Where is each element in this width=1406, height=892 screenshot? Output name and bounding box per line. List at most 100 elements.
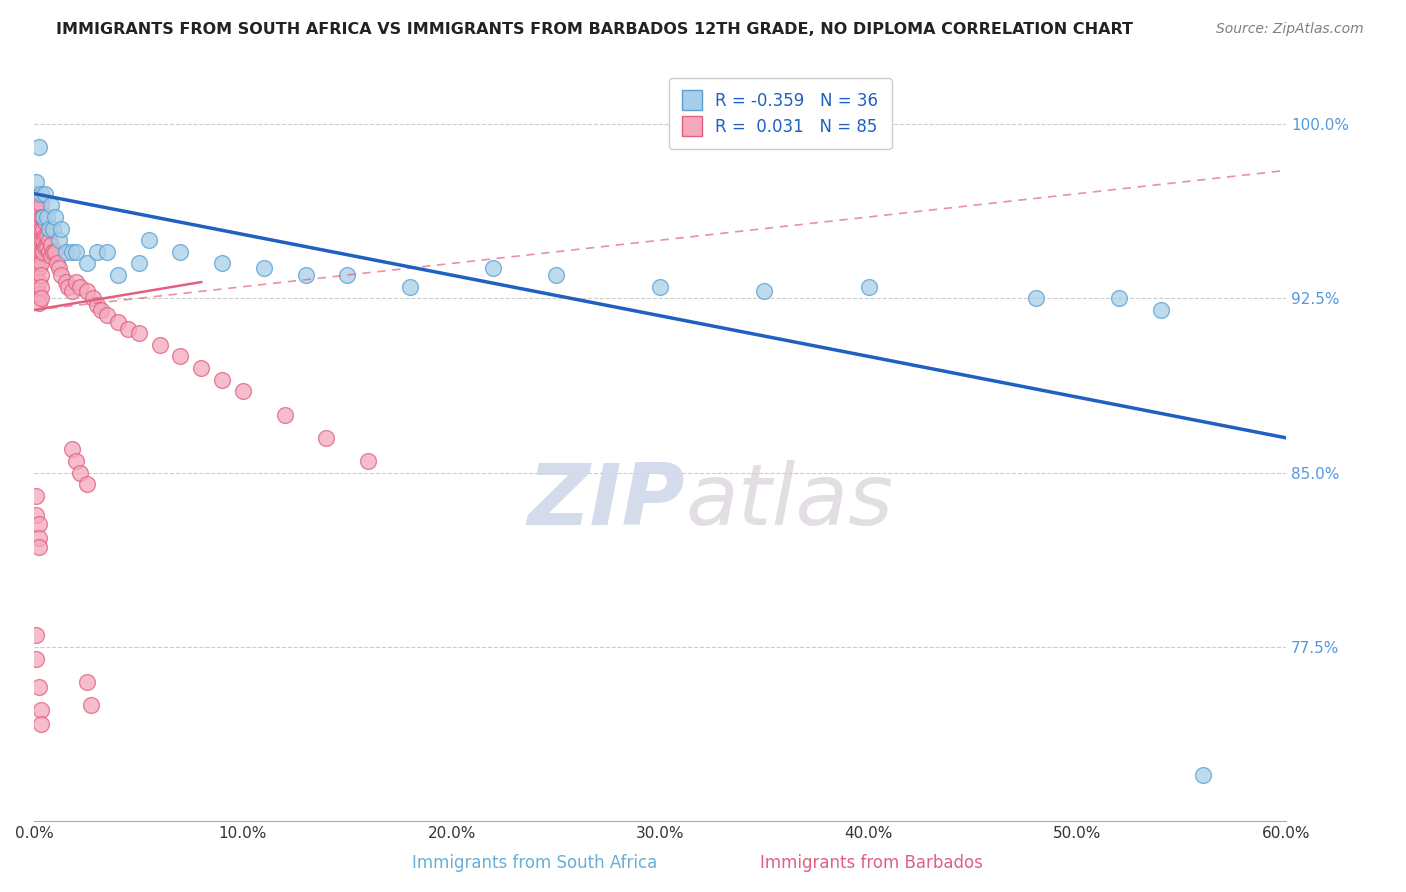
Point: [82, 291, 104, 305]
Point: [42, 221, 65, 235]
Point: [60, 442, 83, 457]
Point: [27, 140, 49, 154]
Point: [754, 285, 776, 299]
Point: [211, 256, 233, 270]
Point: [86, 298, 108, 312]
Point: [169, 350, 191, 364]
Point: [1150, 302, 1173, 317]
Point: [60, 244, 83, 259]
Text: Immigrants from South Africa: Immigrants from South Africa: [412, 855, 657, 872]
Point: [25, 210, 48, 224]
Text: IMMIGRANTS FROM SOUTH AFRICA VS IMMIGRANTS FROM BARBADOS 12TH GRADE, NO DIPLOMA : IMMIGRANTS FROM SOUTH AFRICA VS IMMIGRAN…: [56, 22, 1133, 37]
Point: [30, 198, 52, 212]
Point: [1191, 768, 1213, 782]
Point: [148, 338, 170, 352]
Point: [69, 279, 91, 293]
Point: [30, 221, 52, 235]
Point: [60, 285, 83, 299]
Point: [38, 221, 60, 235]
Point: [544, 268, 567, 282]
Point: [44, 210, 66, 224]
Point: [76, 285, 98, 299]
Point: [76, 256, 98, 270]
Point: [107, 268, 129, 282]
Point: [25, 651, 48, 665]
Point: [117, 321, 139, 335]
Point: [27, 191, 49, 205]
Point: [56, 279, 79, 293]
Point: [30, 256, 52, 270]
Point: [31, 221, 53, 235]
Point: [25, 489, 48, 503]
Point: [211, 373, 233, 387]
Point: [27, 214, 49, 228]
Point: [34, 228, 56, 243]
Point: [169, 244, 191, 259]
Point: [253, 261, 276, 276]
Text: ZIP: ZIP: [527, 460, 685, 543]
Point: [31, 244, 53, 259]
Point: [80, 698, 103, 713]
Point: [25, 628, 48, 642]
Point: [27, 202, 49, 217]
Point: [30, 210, 52, 224]
Point: [315, 431, 337, 445]
Point: [128, 256, 150, 270]
Point: [35, 240, 58, 254]
Point: [27, 250, 49, 264]
Point: [90, 302, 112, 317]
Point: [51, 221, 73, 235]
Point: [1108, 291, 1130, 305]
Point: [46, 256, 69, 270]
Point: [86, 244, 108, 259]
Point: [44, 244, 66, 259]
Point: [25, 221, 48, 235]
Point: [38, 233, 60, 247]
Point: [30, 268, 52, 282]
Point: [27, 516, 49, 531]
Point: [76, 477, 98, 491]
Point: [48, 261, 70, 276]
Point: [25, 268, 48, 282]
Point: [51, 268, 73, 282]
Point: [30, 291, 52, 305]
Point: [39, 250, 62, 264]
Point: [39, 237, 62, 252]
Point: [190, 361, 212, 376]
Point: [336, 268, 359, 282]
Point: [34, 214, 56, 228]
Point: [25, 244, 48, 259]
Point: [1025, 291, 1047, 305]
Point: [25, 186, 48, 201]
Point: [25, 279, 48, 293]
Legend: R = -0.359   N = 36, R =  0.031   N = 85: R = -0.359 N = 36, R = 0.031 N = 85: [668, 78, 891, 149]
Point: [30, 233, 52, 247]
Point: [399, 279, 422, 293]
Point: [482, 261, 505, 276]
Point: [30, 279, 52, 293]
Point: [31, 210, 53, 224]
Point: [25, 198, 48, 212]
Text: Source: ZipAtlas.com: Source: ZipAtlas.com: [1216, 22, 1364, 37]
Point: [65, 454, 87, 468]
Point: [232, 384, 254, 399]
Point: [858, 279, 880, 293]
Point: [25, 175, 48, 189]
Point: [357, 454, 380, 468]
Point: [39, 198, 62, 212]
Point: [35, 228, 58, 243]
Point: [25, 221, 48, 235]
Point: [31, 233, 53, 247]
Point: [34, 240, 56, 254]
Point: [25, 508, 48, 522]
Point: [30, 244, 52, 259]
Point: [42, 244, 65, 259]
Point: [34, 186, 56, 201]
Point: [273, 408, 295, 422]
Point: [25, 233, 48, 247]
Point: [96, 244, 118, 259]
Point: [138, 233, 160, 247]
Point: [27, 228, 49, 243]
Text: Immigrants from Barbados: Immigrants from Barbados: [761, 855, 983, 872]
Point: [30, 186, 52, 201]
